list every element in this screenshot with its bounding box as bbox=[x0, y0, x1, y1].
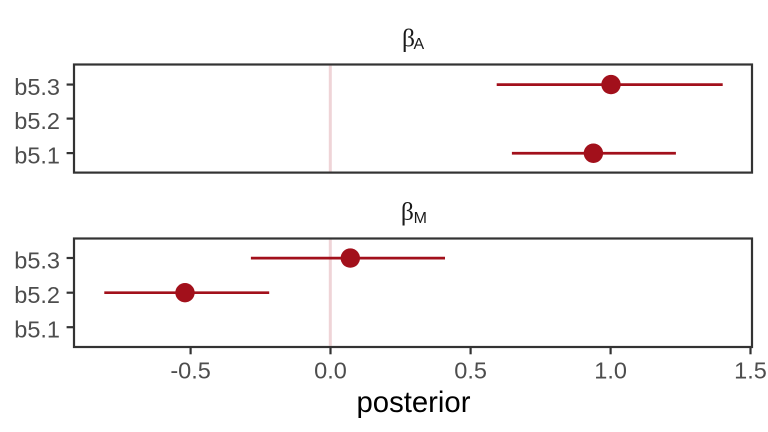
svg-text:b5.2: b5.2 bbox=[14, 108, 60, 134]
svg-text:1.0: 1.0 bbox=[594, 357, 627, 383]
svg-text:b5.1: b5.1 bbox=[14, 142, 60, 168]
svg-text:b5.3: b5.3 bbox=[14, 74, 60, 100]
svg-text:1.5: 1.5 bbox=[734, 357, 767, 383]
svg-text:b5.1: b5.1 bbox=[14, 316, 60, 342]
svg-text:b5.2: b5.2 bbox=[14, 282, 60, 308]
svg-text:0.5: 0.5 bbox=[454, 357, 487, 383]
svg-text:β: β bbox=[401, 197, 414, 226]
svg-text:posterior: posterior bbox=[357, 386, 471, 419]
svg-text:-0.5: -0.5 bbox=[170, 357, 211, 383]
svg-text:β: β bbox=[402, 24, 415, 53]
svg-text:b5.3: b5.3 bbox=[14, 247, 60, 273]
svg-text:0.0: 0.0 bbox=[314, 357, 347, 383]
svg-text:M: M bbox=[414, 210, 427, 227]
svg-text:A: A bbox=[414, 36, 425, 53]
